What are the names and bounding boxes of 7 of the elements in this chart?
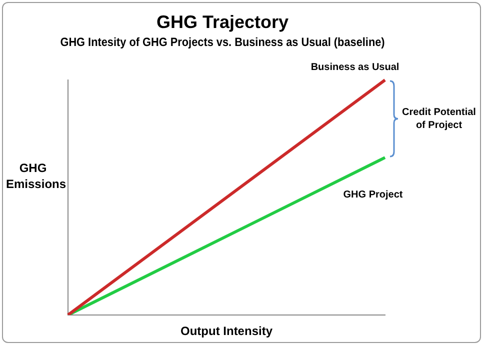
- chart-title: GHG Trajectory: [156, 12, 289, 32]
- annotation: Credit Potential of Project: [401, 106, 477, 132]
- series-label: GHG Project: [343, 190, 404, 201]
- x-axis-title: Output Intensity: [180, 324, 273, 338]
- y-axis-title: GHG Emissions: [6, 160, 66, 192]
- chart-subtitle: GHG Intesity of GHG Projects vs. Business as Usual (baseline): [60, 36, 385, 50]
- series-label: Business as Usual: [310, 62, 400, 73]
